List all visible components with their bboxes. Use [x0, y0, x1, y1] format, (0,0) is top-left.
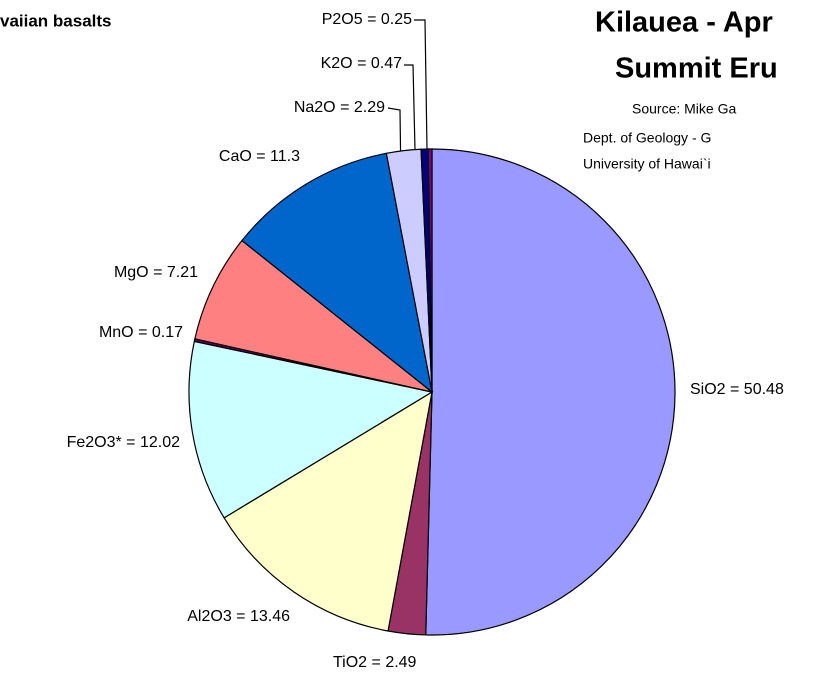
leader-line	[414, 19, 428, 150]
slice-label: Al2O3 = 13.46	[187, 608, 290, 625]
chart-title: Kilauea - Apr	[595, 7, 773, 39]
chart-subtitle: Summit Eru	[615, 53, 778, 85]
slice-label: MnO = 0.17	[99, 324, 183, 341]
corner-title: vaiian basalts	[0, 11, 112, 30]
slice-label: Na2O = 2.29	[294, 99, 385, 116]
source-line: Source: Mike Ga	[632, 101, 736, 117]
slice-label: TiO2 = 2.49	[333, 654, 417, 671]
pie-slice	[194, 239, 433, 393]
pie-slice	[425, 148, 676, 636]
slice-label: K2O = 0.47	[321, 55, 402, 72]
slice-label: SiO2 = 50.48	[690, 381, 784, 398]
pie-slice	[188, 340, 434, 519]
slice-label: P2O5 = 0.25	[322, 11, 412, 28]
pie-slice	[427, 148, 433, 393]
source-line: Dept. of Geology - G	[583, 130, 711, 146]
pie-slice	[241, 152, 433, 394]
slice-label: Fe2O3* = 12.02	[67, 434, 181, 451]
source-line: University of Hawai`i	[583, 156, 711, 172]
slice-label: CaO = 11.3	[219, 148, 300, 165]
pie-slice	[223, 390, 433, 632]
leader-line	[404, 64, 416, 151]
slice-label: MgO = 7.21	[114, 264, 198, 281]
